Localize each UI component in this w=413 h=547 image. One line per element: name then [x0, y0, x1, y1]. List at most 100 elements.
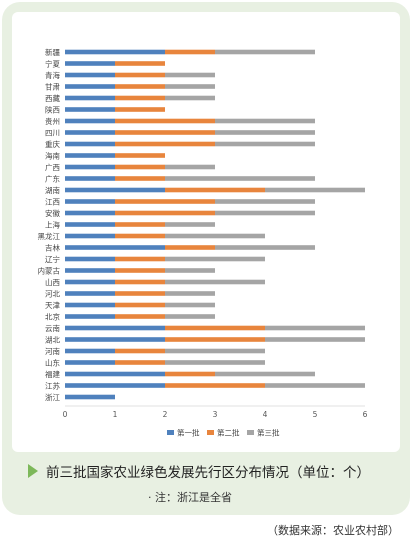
category-label: 辽宁	[45, 254, 60, 264]
bar-segment-3	[165, 360, 265, 365]
bar-segment-2	[115, 279, 165, 285]
bar-segment-3	[215, 130, 315, 135]
bar-segment-2	[115, 95, 165, 101]
bar-segment-1	[65, 153, 115, 158]
bar-segment-3	[215, 245, 315, 250]
chart-area: 浙江 江苏 福建 山东 河南 湖北 云南 北京 天津 河北 山西 内蒙古 辽宁 吉林 黑龙江 上海 安徽 江西 湖南…	[12, 12, 400, 452]
category-label: 四川	[45, 129, 60, 138]
x-tick-label: 2	[163, 410, 168, 419]
bar-segment-3	[165, 314, 215, 319]
bar-segment-1	[65, 72, 115, 78]
x-tick-label: 4	[263, 410, 268, 419]
bar-segment-2	[115, 107, 165, 112]
triangle-bullet-icon	[28, 464, 38, 478]
bar-segment-1	[65, 325, 165, 331]
bar-segment-2	[165, 245, 215, 250]
category-label: 重庆	[45, 139, 60, 149]
category-label: 西藏	[45, 93, 60, 103]
bar-segment-1	[65, 291, 115, 296]
category-label: 湖南	[45, 185, 60, 195]
category-label: 江苏	[45, 381, 60, 391]
bar-segment-2	[165, 337, 265, 342]
category-label: 海南	[45, 151, 60, 161]
bar-segment-1	[65, 130, 115, 135]
caption-text: 前三批国家农业绿色发展先行区分布情况（单位：个）	[46, 465, 370, 481]
category-label: 河北	[45, 290, 60, 299]
bar-segment-1	[65, 302, 115, 308]
bar-segment-1	[65, 337, 165, 342]
bar-segment-1	[65, 348, 115, 354]
bar-segment-3	[165, 256, 265, 262]
bar-segment-3	[165, 348, 265, 354]
category-label: 云南	[45, 323, 60, 333]
bar-segment-1	[65, 268, 115, 273]
category-label: 北京	[45, 312, 60, 322]
bar-segment-2	[115, 118, 215, 124]
bar-segment-1	[65, 383, 165, 388]
bar-segment-2	[115, 314, 165, 319]
bar-segment-1	[65, 245, 165, 250]
bar-segment-3	[165, 72, 215, 78]
x-tick-label: 6	[363, 410, 368, 419]
bar-segment-1	[65, 176, 115, 181]
category-label: 江西	[45, 198, 60, 207]
category-label: 福建	[45, 369, 60, 379]
bar-segment-2	[115, 141, 215, 147]
bar-segment-1	[65, 279, 115, 285]
category-label: 吉林	[45, 243, 60, 253]
bar-segment-3	[215, 199, 315, 204]
bar-segment-1	[65, 187, 165, 193]
bar-segment-2	[115, 164, 165, 170]
bar-segment-3	[265, 337, 365, 342]
bar-segment-2	[115, 233, 165, 239]
category-label: 宁夏	[45, 59, 60, 69]
bar-segment-3	[215, 49, 315, 55]
legend-swatch-1	[167, 430, 174, 435]
category-label: 黑龙江	[38, 231, 61, 241]
category-label: 安徽	[45, 208, 60, 218]
bar-segment-1	[65, 360, 115, 365]
bar-segment-3	[165, 268, 215, 273]
category-label: 浙江	[45, 392, 60, 402]
x-tick-label: 5	[313, 410, 318, 419]
bar-segment-2	[165, 187, 265, 193]
bar-segment-3	[165, 164, 215, 170]
bar-segment-3	[165, 302, 215, 308]
bar-segment-2	[165, 325, 265, 331]
bar-segment-1	[65, 394, 115, 400]
bar-segment-2	[115, 348, 165, 354]
bar-segment-2	[165, 49, 215, 55]
bar-segment-1	[65, 233, 115, 239]
bar-segment-3	[215, 210, 315, 216]
legend-swatch-2	[207, 430, 214, 435]
bar-segment-3	[265, 325, 365, 331]
bar-segment-2	[115, 256, 165, 262]
bar-segment-1	[65, 107, 115, 112]
category-label: 陕西	[45, 105, 60, 115]
figure-panel: 浙江 江苏 福建 山东 河南 湖北 云南 北京 天津 河北 山西 内蒙古 辽宁 吉林 黑龙江 上海 安徽 江西 湖南…	[2, 2, 410, 515]
bar-segment-3	[165, 222, 215, 227]
bar-segment-3	[265, 187, 365, 193]
category-label: 贵州	[45, 116, 60, 126]
bar-segment-2	[115, 302, 165, 308]
bar-segment-1	[65, 314, 115, 319]
bar-segment-3	[265, 383, 365, 388]
bar-segment-1	[65, 118, 115, 124]
category-label: 河南	[45, 346, 60, 356]
bar-segment-1	[65, 61, 115, 66]
chart-caption: 前三批国家农业绿色发展先行区分布情况（单位：个）	[28, 461, 404, 483]
category-label: 上海	[45, 220, 60, 230]
bar-segment-1	[65, 49, 165, 55]
bar-segment-3	[165, 84, 215, 89]
category-label: 甘肃	[45, 82, 60, 92]
bar-segment-3	[215, 371, 315, 377]
bar-segment-1	[65, 256, 115, 262]
x-tick-label: 1	[113, 410, 118, 419]
category-label: 山西	[45, 277, 60, 287]
bar-segment-3	[165, 176, 315, 181]
category-label: 新疆	[45, 47, 60, 57]
x-tick-label: 3	[213, 410, 218, 419]
category-label: 天津	[45, 301, 60, 310]
bar-segment-3	[165, 279, 265, 285]
